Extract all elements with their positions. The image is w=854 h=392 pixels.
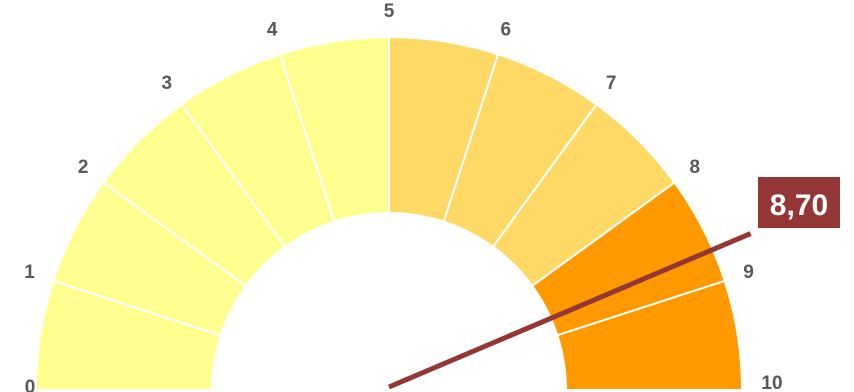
tick-label-7: 7	[606, 73, 617, 94]
tick-label-10: 10	[761, 373, 782, 392]
tick-label-9: 9	[743, 262, 754, 283]
tick-label-4: 4	[267, 20, 278, 41]
gauge-segment-9-10	[556, 279, 744, 391]
tick-label-1: 1	[24, 262, 35, 283]
tick-label-8: 8	[690, 157, 701, 178]
tick-label-0: 0	[25, 377, 36, 392]
gauge-tick-labels: 0 1 2 3 4 5 6 7 8 9 10	[24, 1, 782, 392]
tick-label-5: 5	[384, 1, 395, 22]
tick-label-3: 3	[162, 73, 173, 94]
gauge-segments	[34, 35, 744, 391]
gauge-needle	[388, 231, 752, 390]
tick-label-6: 6	[501, 20, 512, 41]
tick-label-2: 2	[78, 157, 89, 178]
value-label: 8,70	[770, 189, 828, 222]
value-label-background	[758, 177, 840, 228]
value-label-box: 8,70	[758, 177, 840, 228]
